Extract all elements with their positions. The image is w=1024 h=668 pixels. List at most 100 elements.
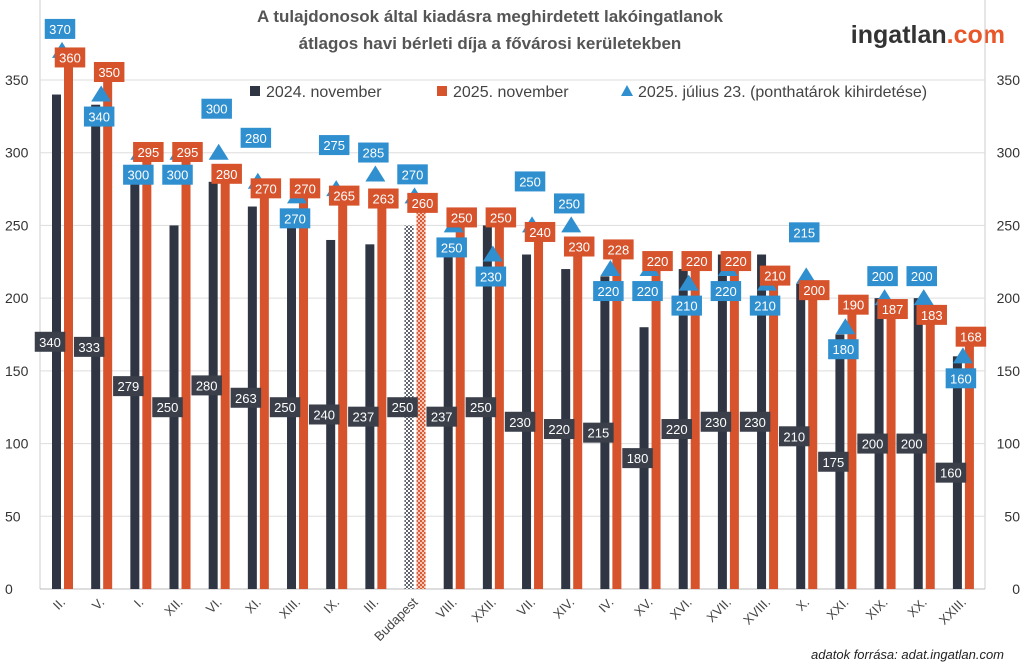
bar-2025-november bbox=[769, 283, 779, 589]
y-tick-right: 350 bbox=[997, 72, 1021, 88]
x-tick-label: X. bbox=[793, 595, 812, 614]
svg-text:295: 295 bbox=[137, 145, 159, 160]
data-label-2025: 265 bbox=[328, 185, 360, 206]
data-label-2024: 230 bbox=[504, 411, 536, 432]
bar-2025-november bbox=[377, 206, 387, 589]
data-label-2025: 270 bbox=[289, 178, 321, 199]
legend-triangle-icon bbox=[621, 85, 633, 96]
svg-text:200: 200 bbox=[803, 283, 825, 298]
data-label-2024: 160 bbox=[935, 462, 967, 483]
svg-text:333: 333 bbox=[78, 340, 100, 355]
svg-text:270: 270 bbox=[294, 181, 316, 196]
bar-2025-november bbox=[416, 210, 426, 589]
svg-text:220: 220 bbox=[715, 284, 737, 299]
svg-text:237: 237 bbox=[353, 410, 375, 425]
svg-text:200: 200 bbox=[911, 269, 933, 284]
data-label-2025: 295 bbox=[172, 141, 203, 162]
svg-text:180: 180 bbox=[627, 451, 649, 466]
data-label-july: 230 bbox=[475, 266, 507, 287]
data-label-july: 250 bbox=[436, 237, 467, 258]
data-label-2024: 180 bbox=[622, 448, 653, 469]
x-tick-label: XVIII. bbox=[740, 595, 773, 628]
svg-text:250: 250 bbox=[274, 400, 296, 415]
data-label-2025: 263 bbox=[368, 188, 399, 209]
data-label-2025: 270 bbox=[250, 178, 282, 199]
data-label-2024: 340 bbox=[34, 331, 66, 352]
data-label-2025: 280 bbox=[211, 163, 242, 184]
data-label-july: 250 bbox=[553, 193, 585, 214]
legend-swatch bbox=[437, 86, 447, 96]
data-label-july: 280 bbox=[240, 127, 272, 148]
svg-text:275: 275 bbox=[323, 138, 345, 153]
svg-text:230: 230 bbox=[744, 415, 766, 430]
data-label-2024: 200 bbox=[857, 433, 888, 454]
y-tick-right: 300 bbox=[997, 145, 1021, 161]
bar-2025-november bbox=[729, 269, 739, 589]
svg-text:285: 285 bbox=[363, 146, 385, 161]
svg-text:295: 295 bbox=[177, 145, 199, 160]
bar-2025-november bbox=[181, 159, 191, 589]
data-label-july: 160 bbox=[945, 368, 977, 389]
data-label-2024: 333 bbox=[73, 336, 105, 357]
data-label-2025: 230 bbox=[563, 236, 595, 257]
data-label-2025: 360 bbox=[54, 47, 86, 68]
x-tick-label: III. bbox=[361, 595, 382, 616]
data-label-2025: 350 bbox=[93, 62, 125, 82]
data-label-july: 200 bbox=[906, 266, 937, 287]
svg-text:350: 350 bbox=[98, 65, 120, 80]
svg-text:300: 300 bbox=[167, 168, 189, 183]
data-label-2024: 230 bbox=[739, 411, 771, 432]
x-tick-label: XX. bbox=[904, 595, 929, 620]
svg-text:168: 168 bbox=[960, 330, 982, 345]
svg-text:270: 270 bbox=[255, 181, 277, 196]
legend-item: 2025. július 23. (ponthatárok kihirdetés… bbox=[638, 84, 927, 101]
data-label-2024: 240 bbox=[308, 404, 340, 425]
y-tick-left: 100 bbox=[5, 436, 29, 452]
y-tick-left: 50 bbox=[5, 508, 21, 524]
x-tick-label: XVI. bbox=[667, 595, 695, 623]
bar-2025-november bbox=[925, 322, 935, 589]
data-label-2024: 250 bbox=[387, 397, 418, 418]
bar-2025-november bbox=[808, 298, 818, 589]
x-tick-label: XII. bbox=[161, 595, 185, 619]
x-tick-label: XIV. bbox=[550, 595, 577, 622]
marker-2025-july bbox=[678, 274, 699, 291]
data-label-july: 275 bbox=[318, 135, 350, 156]
data-label-2024: 230 bbox=[700, 411, 732, 432]
data-label-july: 300 bbox=[162, 164, 193, 185]
marker-2025-july bbox=[561, 216, 582, 233]
data-label-2025: 168 bbox=[955, 326, 987, 347]
svg-text:250: 250 bbox=[490, 210, 512, 225]
svg-text:240: 240 bbox=[529, 225, 551, 240]
legend-item: 2025. november bbox=[453, 84, 569, 101]
svg-text:250: 250 bbox=[392, 400, 414, 415]
data-label-2025: 295 bbox=[133, 141, 164, 162]
data-label-july: 340 bbox=[83, 106, 115, 127]
data-label-july: 300 bbox=[201, 98, 232, 119]
bar-2025-november bbox=[455, 225, 465, 589]
svg-text:230: 230 bbox=[480, 270, 502, 285]
data-label-july: 180 bbox=[828, 339, 859, 360]
data-label-2025: 190 bbox=[838, 294, 869, 315]
chart-title-line-2: átlagos havi bérleti díja a fővárosi ker… bbox=[299, 34, 682, 53]
data-label-2025: 220 bbox=[720, 251, 752, 272]
svg-text:220: 220 bbox=[598, 284, 620, 299]
data-label-2024: 220 bbox=[543, 419, 575, 440]
y-tick-right: 200 bbox=[997, 290, 1021, 306]
bar-2025-november bbox=[220, 181, 230, 590]
bar-2025-november bbox=[64, 65, 73, 589]
y-tick-right: 100 bbox=[997, 436, 1021, 452]
data-label-2024: 263 bbox=[230, 387, 262, 408]
svg-text:230: 230 bbox=[568, 240, 590, 255]
data-label-2025: 200 bbox=[798, 280, 830, 301]
marker-2025-july bbox=[913, 289, 934, 306]
bar-2025-november bbox=[886, 317, 896, 589]
svg-text:265: 265 bbox=[333, 189, 355, 204]
svg-text:200: 200 bbox=[872, 269, 894, 284]
bar-2025-november bbox=[847, 312, 857, 589]
data-label-july: 270 bbox=[397, 164, 428, 185]
svg-text:175: 175 bbox=[823, 455, 845, 470]
svg-text:250: 250 bbox=[157, 400, 179, 415]
x-tick-label: XVII. bbox=[703, 595, 734, 626]
